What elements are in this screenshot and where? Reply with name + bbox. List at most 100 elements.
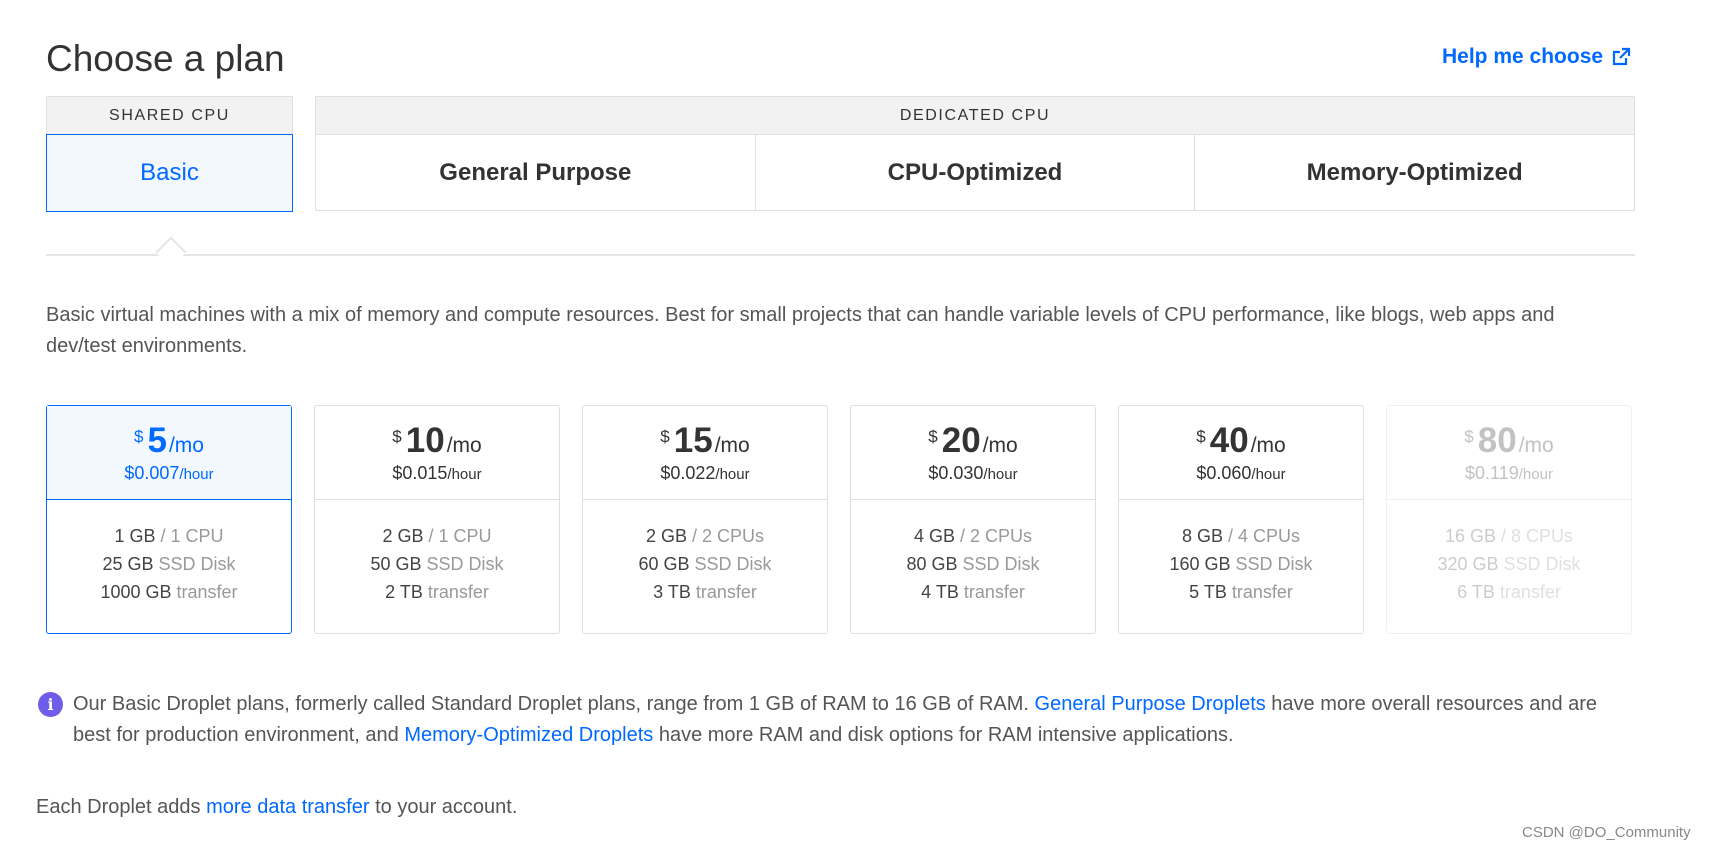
plan-specs: 8 GB / 4 CPUs 160 GB SSD Disk 5 TB trans… xyxy=(1119,500,1363,606)
info-icon: i xyxy=(38,692,63,717)
hourly-price: $0.119 xyxy=(1465,463,1519,483)
info-text-part2: have more overall resources and are best… xyxy=(73,693,1598,746)
hourly-unit: /hour xyxy=(715,466,750,483)
spec-cpu: / 1 CPU xyxy=(423,526,492,546)
tab-cpu-optimized[interactable]: CPU-Optimized xyxy=(754,135,1195,211)
spec-disk: 320 GB xyxy=(1437,554,1499,574)
price-period: /mo xyxy=(446,434,482,457)
monthly-price: 10 xyxy=(405,421,445,460)
tab-indicator-caret xyxy=(155,236,187,268)
tab-memory-optimized[interactable]: Memory-Optimized xyxy=(1194,135,1634,211)
hourly-price: $0.007 xyxy=(124,463,180,483)
spec-cpu: / 2 CPUs xyxy=(955,526,1033,546)
spec-disk: 25 GB xyxy=(102,554,154,574)
hourly-price: $0.060 xyxy=(1196,463,1252,483)
currency-symbol: $ xyxy=(392,427,402,446)
monthly-price: 5 xyxy=(147,421,167,460)
external-link-icon xyxy=(1612,47,1631,66)
hourly-unit: /hour xyxy=(179,466,214,483)
spec-transfer-label: transfer xyxy=(171,582,238,602)
spec-disk: 80 GB xyxy=(906,554,958,574)
spec-transfer: 1000 GB xyxy=(100,582,172,602)
monthly-price: 80 xyxy=(1477,421,1517,460)
spec-disk-type: SSD Disk xyxy=(1498,554,1581,574)
general-purpose-droplets-link[interactable]: General Purpose Droplets xyxy=(1034,693,1266,715)
spec-disk-type: SSD Disk xyxy=(153,554,236,574)
spec-disk: 50 GB xyxy=(370,554,422,574)
footer-text-part1: Each Droplet adds xyxy=(36,796,207,818)
spec-disk-type: SSD Disk xyxy=(957,554,1040,574)
hourly-unit: /hour xyxy=(1251,466,1286,483)
dedicated-cpu-header: DEDICATED CPU xyxy=(316,97,1634,135)
currency-symbol: $ xyxy=(660,427,670,446)
help-me-choose-link[interactable]: Help me choose xyxy=(1442,45,1631,69)
footer-note: Each Droplet adds more data transfer to … xyxy=(36,796,517,819)
spec-disk-type: SSD Disk xyxy=(1230,554,1313,574)
plan-card-40[interactable]: $ 40 /mo $0.060/hour 8 GB / 4 CPUs 160 G… xyxy=(1118,405,1364,634)
tab-basic[interactable]: Basic xyxy=(46,134,293,212)
plan-specs: 4 GB / 2 CPUs 80 GB SSD Disk 4 TB transf… xyxy=(851,500,1095,606)
tab-indicator-line xyxy=(46,254,1635,256)
plan-specs: 2 GB / 1 CPU 50 GB SSD Disk 2 TB transfe… xyxy=(315,500,559,606)
spec-ram: 2 GB xyxy=(382,526,424,546)
help-me-choose-label: Help me choose xyxy=(1442,45,1604,68)
hourly-price: $0.030 xyxy=(928,463,984,483)
info-note: i Our Basic Droplet plans, formerly call… xyxy=(38,689,1638,751)
plan-price: $ 80 /mo $0.119/hour xyxy=(1387,406,1631,500)
info-text-part1: Our Basic Droplet plans, formerly called… xyxy=(73,693,1035,715)
plan-card-20[interactable]: $ 20 /mo $0.030/hour 4 GB / 2 CPUs 80 GB… xyxy=(850,405,1096,634)
plan-card-10[interactable]: $ 10 /mo $0.015/hour 2 GB / 1 CPU 50 GB … xyxy=(314,405,560,634)
currency-symbol: $ xyxy=(1196,427,1206,446)
dedicated-cpu-group: DEDICATED CPU General Purpose CPU-Optimi… xyxy=(315,96,1635,211)
plan-price: $ 40 /mo $0.060/hour xyxy=(1119,406,1363,500)
spec-transfer-label: transfer xyxy=(690,582,757,602)
hourly-price: $0.022 xyxy=(660,463,716,483)
plan-price: $ 15 /mo $0.022/hour xyxy=(583,406,827,500)
currency-symbol: $ xyxy=(928,427,938,446)
hourly-unit: /hour xyxy=(1518,466,1553,483)
plan-price: $ 20 /mo $0.030/hour xyxy=(851,406,1095,500)
plan-card-5[interactable]: $ 5 /mo $0.007/hour 1 GB / 1 CPU 25 GB S… xyxy=(46,405,292,634)
hourly-unit: /hour xyxy=(447,466,482,483)
plan-cards: $ 5 /mo $0.007/hour 1 GB / 1 CPU 25 GB S… xyxy=(46,405,1632,634)
spec-disk-type: SSD Disk xyxy=(421,554,504,574)
more-data-transfer-link[interactable]: more data transfer xyxy=(206,796,370,818)
spec-cpu: / 8 CPUs xyxy=(1496,526,1574,546)
currency-symbol: $ xyxy=(1464,427,1474,446)
spec-transfer: 2 TB xyxy=(385,582,423,602)
spec-ram: 4 GB xyxy=(913,526,955,546)
spec-ram: 1 GB xyxy=(114,526,156,546)
shared-cpu-group: SHARED CPU Basic xyxy=(46,96,293,212)
spec-transfer-label: transfer xyxy=(1494,582,1561,602)
spec-disk: 60 GB xyxy=(638,554,690,574)
memory-optimized-droplets-link[interactable]: Memory-Optimized Droplets xyxy=(404,724,654,746)
spec-transfer: 3 TB xyxy=(653,582,691,602)
plan-price: $ 10 /mo $0.015/hour xyxy=(315,406,559,500)
tab-general-purpose[interactable]: General Purpose xyxy=(439,159,632,186)
currency-symbol: $ xyxy=(134,427,144,446)
price-period: /mo xyxy=(1250,434,1286,457)
plan-price: $ 5 /mo $0.007/hour xyxy=(47,406,291,500)
plan-description: Basic virtual machines with a mix of mem… xyxy=(46,304,1555,357)
plan-specs: 1 GB / 1 CPU 25 GB SSD Disk 1000 GB tran… xyxy=(47,500,291,606)
spec-transfer-label: transfer xyxy=(958,582,1025,602)
spec-cpu: / 1 CPU xyxy=(155,526,224,546)
shared-cpu-header: SHARED CPU xyxy=(47,97,292,135)
monthly-price: 40 xyxy=(1209,421,1249,460)
spec-cpu: / 4 CPUs xyxy=(1223,526,1301,546)
plan-specs: 16 GB / 8 CPUs 320 GB SSD Disk 6 TB tran… xyxy=(1387,500,1631,606)
info-text: Our Basic Droplet plans, formerly called… xyxy=(73,689,1638,751)
price-period: /mo xyxy=(714,434,750,457)
monthly-price: 20 xyxy=(941,421,981,460)
plan-card-15[interactable]: $ 15 /mo $0.022/hour 2 GB / 2 CPUs 60 GB… xyxy=(582,405,828,634)
price-period: /mo xyxy=(168,434,204,457)
spec-transfer: 4 TB xyxy=(921,582,959,602)
plan-card-80: $ 80 /mo $0.119/hour 16 GB / 8 CPUs 320 … xyxy=(1386,405,1632,634)
spec-disk: 160 GB xyxy=(1169,554,1231,574)
hourly-unit: /hour xyxy=(983,466,1018,483)
spec-ram: 2 GB xyxy=(645,526,687,546)
footer-text-part2: to your account. xyxy=(369,796,518,818)
spec-transfer-label: transfer xyxy=(1226,582,1293,602)
plan-specs: 2 GB / 2 CPUs 60 GB SSD Disk 3 TB transf… xyxy=(583,500,827,606)
price-period: /mo xyxy=(982,434,1018,457)
